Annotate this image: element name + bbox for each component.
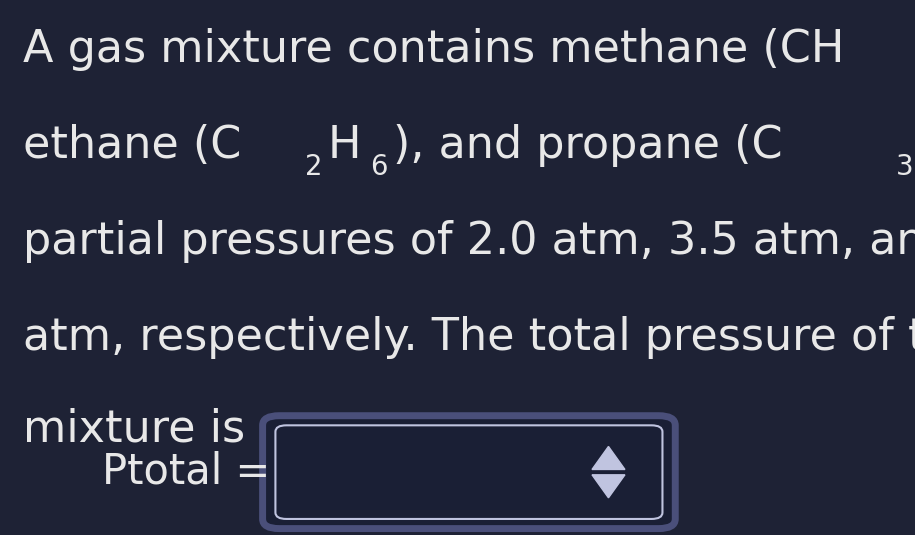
Polygon shape [592,446,625,470]
Text: H: H [328,124,361,167]
Text: 6: 6 [371,153,388,181]
Text: partial pressures of 2.0 atm, 3.5 atm, and 1.5: partial pressures of 2.0 atm, 3.5 atm, a… [23,220,915,263]
Polygon shape [592,475,625,498]
Text: ), and propane (C: ), and propane (C [393,124,782,167]
Text: ethane (C: ethane (C [23,124,242,167]
Text: mixture is: mixture is [23,407,245,450]
Text: Ptotal =: Ptotal = [102,451,270,493]
Text: 2: 2 [305,153,322,181]
Text: A gas mixture contains methane (CH: A gas mixture contains methane (CH [23,27,845,71]
Text: 3: 3 [896,153,913,181]
FancyBboxPatch shape [263,416,675,529]
Text: .: . [488,407,502,450]
Text: atm, respectively. The total pressure of the: atm, respectively. The total pressure of… [23,316,915,360]
